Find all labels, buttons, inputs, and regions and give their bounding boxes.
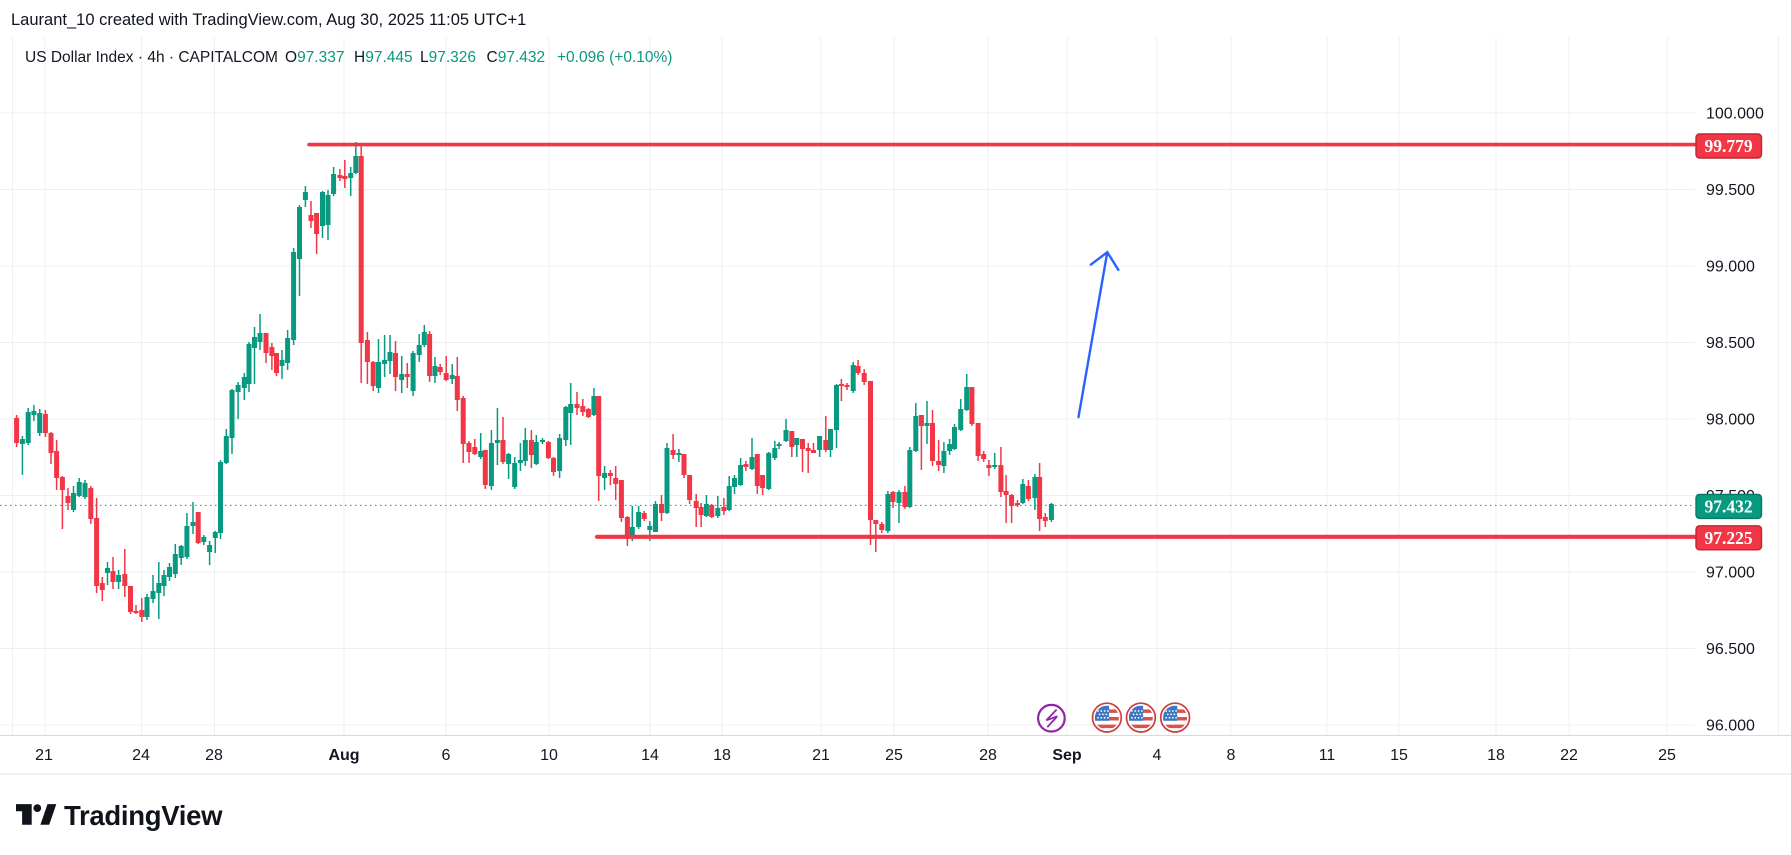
- svg-text:6: 6: [442, 747, 451, 764]
- svg-text:22: 22: [1560, 747, 1578, 764]
- svg-text:99.000: 99.000: [1706, 259, 1755, 276]
- svg-text:21: 21: [35, 747, 53, 764]
- svg-text:Laurant_10 created with Tradin: Laurant_10 created with TradingView.com,…: [11, 11, 526, 29]
- svg-text:98.000: 98.000: [1706, 412, 1755, 429]
- svg-text:4: 4: [1153, 747, 1162, 764]
- svg-text:Sep: Sep: [1052, 747, 1082, 764]
- svg-text:US Dollar Index · 4h · CAPITAL: US Dollar Index · 4h · CAPITALCOM: [25, 49, 278, 66]
- svg-text:100.000: 100.000: [1706, 106, 1764, 123]
- svg-text:99.779: 99.779: [1704, 136, 1752, 156]
- svg-text:96.500: 96.500: [1706, 641, 1755, 658]
- svg-text:10: 10: [540, 747, 558, 764]
- svg-text:28: 28: [205, 747, 223, 764]
- svg-text:11: 11: [1319, 747, 1336, 764]
- svg-text:C97.432: C97.432: [487, 49, 546, 66]
- svg-text:98.500: 98.500: [1706, 335, 1755, 352]
- svg-text:24: 24: [132, 747, 150, 764]
- svg-text:15: 15: [1390, 747, 1408, 764]
- svg-text:99.500: 99.500: [1706, 182, 1755, 199]
- svg-text:97.000: 97.000: [1706, 565, 1755, 582]
- svg-text:+0.096 (+0.10%): +0.096 (+0.10%): [557, 49, 672, 66]
- svg-text:14: 14: [641, 747, 659, 764]
- svg-text:8: 8: [1227, 747, 1236, 764]
- svg-text:25: 25: [1658, 747, 1676, 764]
- svg-text:96.000: 96.000: [1706, 718, 1755, 735]
- svg-text:21: 21: [812, 747, 830, 764]
- svg-text:L97.326: L97.326: [420, 49, 476, 66]
- svg-text:18: 18: [1487, 747, 1505, 764]
- svg-text:25: 25: [885, 747, 903, 764]
- svg-text:TradingView: TradingView: [64, 800, 223, 831]
- svg-text:97.432: 97.432: [1704, 496, 1752, 516]
- svg-text:28: 28: [979, 747, 997, 764]
- svg-text:H97.445: H97.445: [354, 49, 413, 66]
- svg-text:18: 18: [713, 747, 731, 764]
- svg-text:97.225: 97.225: [1704, 528, 1752, 548]
- svg-text:O97.337: O97.337: [285, 49, 344, 66]
- svg-text:Aug: Aug: [328, 747, 359, 764]
